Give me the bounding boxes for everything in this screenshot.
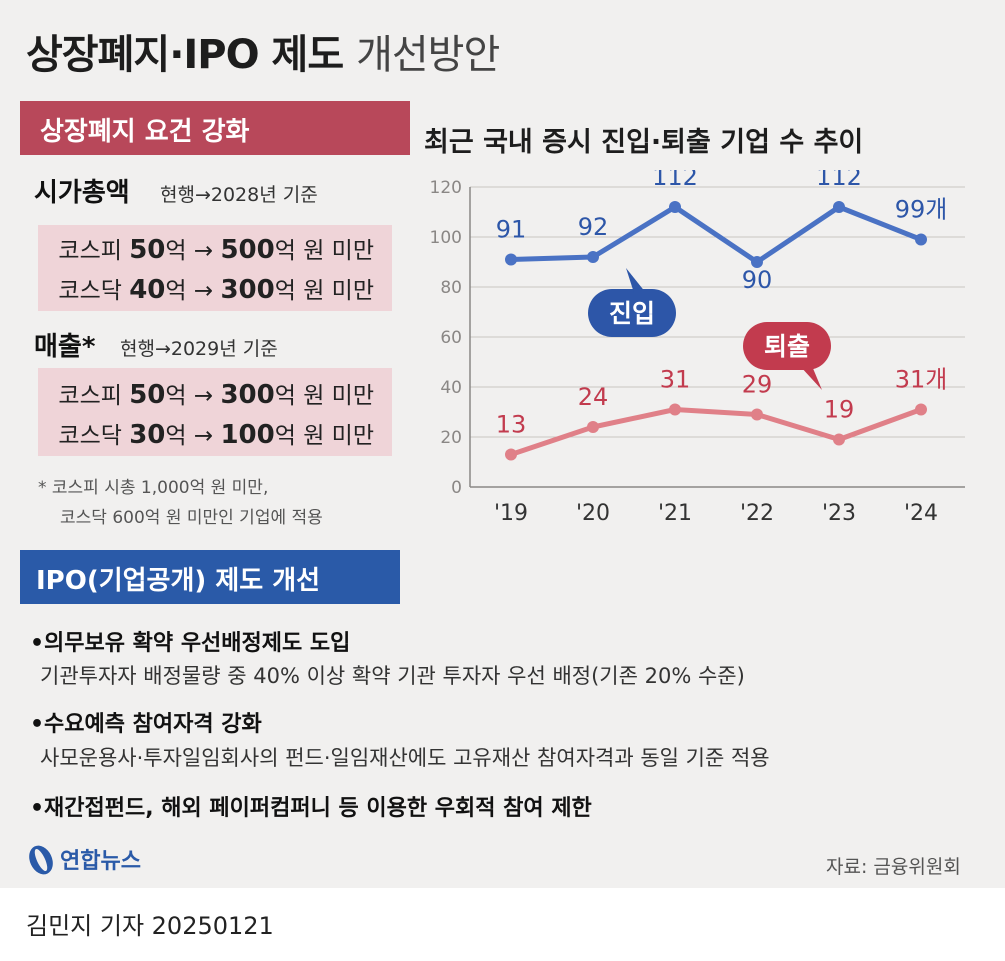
sales-row-kosdaq: 코스닥 30억 → 100억 원 미만 <box>58 420 374 450</box>
data-point <box>505 448 517 461</box>
data-label: 31개 <box>895 366 948 394</box>
data-label: 29 <box>742 371 773 399</box>
y-tick-label: 0 <box>451 478 462 498</box>
y-tick-label: 80 <box>440 278 462 298</box>
chart-labels: '19 '20 '21 '22 '23 '24 91 92 112 90 112 99개 13 24 31 2… <box>494 170 947 526</box>
chart-lines <box>505 201 927 461</box>
market-cap-box: 코스피 50억 → 500억 원 미만 코스닥 40억 → 300억 원 미만 <box>38 225 392 311</box>
x-tick-label: '21 <box>658 501 692 526</box>
byline: 김민지 기자 20250121 <box>26 912 274 940</box>
y-tick-label: 20 <box>440 428 462 448</box>
title-sub: 개선방안 <box>356 32 500 78</box>
ipo-item-1-body: 기관투자자 배정물량 중 40% 이상 확약 기관 투자자 우선 배정(기존 2… <box>40 664 745 688</box>
data-point <box>833 201 845 213</box>
exit-series-bubble-text: 퇴출 <box>764 332 810 361</box>
data-label: 24 <box>578 383 609 411</box>
delisting-banner-text: 상장폐지 요건 강화 <box>40 117 250 147</box>
page-title: 상장폐지·IPO 제도 개선방안 <box>26 22 500 80</box>
footnote-line-2: 코스닥 600억 원 미만인 기업에 적용 <box>60 508 323 528</box>
yonhap-logo: 연합뉴스 <box>29 845 141 875</box>
series-line-entry <box>510 204 922 265</box>
market-cap-row-kosdaq: 코스닥 40억 → 300억 원 미만 <box>58 275 374 305</box>
ipo-item-1-head: •의무보유 확약 우선배정제도 도입 <box>30 631 351 656</box>
data-label: 112 <box>816 170 862 191</box>
footnote-line-1: * 코스피 시총 1,000억 원 미만, <box>38 478 269 498</box>
sales-timeline: 현행→2029년 기준 <box>120 338 278 360</box>
ipo-item-3-head: •재간접펀드, 해외 페이퍼컴퍼니 등 이용한 우회적 참여 제한 <box>30 796 592 821</box>
ipo-item-2-body: 사모운용사·투자일임회사의 펀드·일임재산에도 고유재산 참여자격과 동일 기준… <box>40 746 770 770</box>
market-cap-label: 시가총액 <box>34 178 130 208</box>
sales-row-kospi: 코스피 50억 → 300억 원 미만 <box>58 380 374 410</box>
data-point <box>915 233 927 246</box>
data-point <box>915 403 927 416</box>
data-point <box>505 253 517 266</box>
market-cap-row-kospi: 코스피 50억 → 500억 원 미만 <box>58 235 374 265</box>
exit-series-bubble-tail <box>800 366 822 390</box>
ipo-item-2-head: •수요예측 참여자격 강화 <box>30 712 262 737</box>
source-note: 자료: 금융위원회 <box>826 856 961 878</box>
sales-box: 코스피 50억 → 300억 원 미만 코스닥 30억 → 100억 원 미만 <box>38 368 392 456</box>
exit-series-bubble-shape <box>743 322 831 370</box>
data-label: 92 <box>578 213 609 241</box>
x-tick-label: '20 <box>576 501 610 526</box>
data-label: 13 <box>496 411 527 439</box>
ipo-banner-text: IPO(기업공개) 제도 개선 <box>36 566 321 596</box>
data-point <box>669 403 681 416</box>
y-tick-label: 120 <box>430 178 462 198</box>
y-tick-label: 40 <box>440 378 462 398</box>
data-point <box>587 421 599 433</box>
data-point <box>751 256 763 268</box>
entry-series-bubble-text: 진입 <box>609 299 655 328</box>
infographic-card: 상장폐지·IPO 제도 개선방안 상장폐지 요건 강화 시가총액 현행→2028… <box>0 0 1005 888</box>
exit-series-bubble: 퇴출 <box>743 322 831 390</box>
data-point <box>751 408 763 421</box>
ipo-banner: IPO(기업공개) 제도 개선 <box>20 550 400 604</box>
delisting-banner: 상장폐지 요건 강화 <box>20 101 410 155</box>
x-tick-label: '22 <box>740 501 774 526</box>
logo-text: 연합뉴스 <box>60 848 141 874</box>
data-label: 31 <box>660 366 691 394</box>
title-main: 상장폐지·IPO 제도 <box>26 32 344 78</box>
data-point <box>587 251 599 263</box>
y-tick-label: 60 <box>440 328 462 348</box>
entry-series-bubble-tail <box>626 268 646 293</box>
x-tick-label: '23 <box>822 501 856 526</box>
entry-series-bubble-shape <box>588 289 676 337</box>
sales-label: 매출* <box>34 332 96 362</box>
data-label: 90 <box>742 266 773 294</box>
y-tick-label: 100 <box>430 228 462 248</box>
data-label: 91 <box>496 216 527 244</box>
line-chart: 0 20 40 60 80 100 120 '19 '20 '21 '22 '23 '24 91 92 11… <box>430 170 965 526</box>
data-point <box>669 201 681 213</box>
chart-title: 최근 국내 증시 진입·퇴출 기업 수 추이 <box>424 127 864 158</box>
data-point <box>833 433 845 446</box>
entry-series-bubble: 진입 <box>588 268 676 337</box>
x-tick-label: '19 <box>494 501 528 526</box>
data-label: 99개 <box>895 196 948 224</box>
data-label: 19 <box>824 396 855 424</box>
market-cap-timeline: 현행→2028년 기준 <box>160 184 318 206</box>
data-label: 112 <box>652 170 698 191</box>
x-tick-label: '24 <box>904 501 938 526</box>
series-line-exit <box>510 407 922 457</box>
